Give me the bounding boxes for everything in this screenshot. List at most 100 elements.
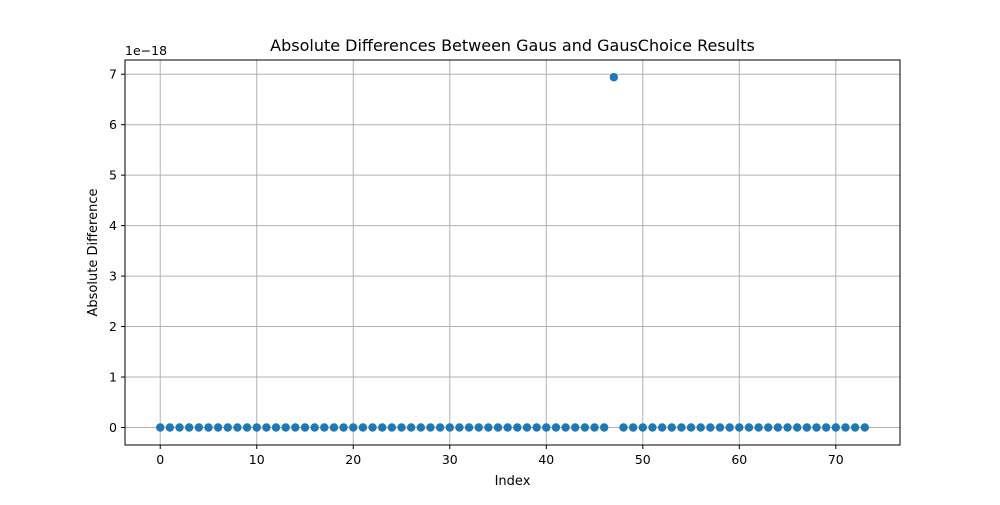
data-point	[416, 423, 426, 432]
axes-frame	[124, 59, 901, 446]
data-point	[204, 423, 213, 432]
data-point	[628, 423, 638, 432]
y-axis-ticks: 0 1 2 3 4 5 6 7	[109, 67, 125, 435]
y-tick-label: 3	[109, 269, 117, 284]
x-tick-label: 10	[249, 452, 265, 467]
data-point	[667, 423, 676, 432]
data-point	[850, 423, 860, 432]
chart-title: Absolute Differences Between Gaus and Ga…	[270, 36, 755, 55]
data-point	[706, 423, 715, 432]
data-point	[657, 423, 667, 432]
data-point	[175, 423, 184, 432]
x-axis-label: Index	[495, 474, 531, 489]
data-point	[213, 423, 223, 432]
data-point	[378, 423, 387, 432]
data-point	[686, 423, 696, 432]
data-point	[242, 423, 252, 432]
data-point	[252, 423, 261, 432]
data-point	[590, 423, 599, 432]
data-point	[397, 423, 406, 432]
data-point	[513, 423, 522, 432]
data-point	[358, 423, 368, 432]
data-points	[156, 73, 869, 432]
x-axis-ticks: 0 10 20 30 40 50 60 70	[156, 445, 844, 467]
data-point	[349, 423, 358, 432]
data-point	[522, 423, 532, 432]
data-point	[773, 423, 783, 432]
data-point	[696, 423, 705, 432]
y-tick-label: 0	[109, 420, 117, 435]
x-tick-label: 30	[442, 452, 458, 467]
data-point	[503, 423, 512, 432]
data-point	[329, 423, 339, 432]
data-point	[571, 423, 580, 432]
data-point	[735, 423, 744, 432]
data-point	[609, 73, 619, 82]
data-point	[831, 423, 841, 432]
data-point	[744, 423, 754, 432]
x-tick-label: 40	[538, 452, 554, 467]
data-point	[233, 423, 242, 432]
data-point	[310, 423, 319, 432]
data-point	[532, 423, 541, 432]
data-point	[445, 423, 454, 432]
y-axis-label: Absolute Difference	[86, 189, 101, 317]
y-tick-label: 1	[109, 370, 117, 385]
data-point	[793, 423, 802, 432]
data-point	[638, 423, 647, 432]
data-point	[223, 423, 232, 432]
data-point	[271, 423, 281, 432]
data-point	[821, 423, 831, 432]
data-point	[165, 423, 175, 432]
y-tick-label: 7	[109, 67, 117, 82]
data-point	[542, 423, 551, 432]
data-point	[860, 423, 869, 432]
data-point	[754, 423, 763, 432]
data-point	[156, 423, 165, 432]
data-point	[184, 423, 194, 432]
data-point	[484, 423, 493, 432]
data-point	[725, 423, 734, 432]
data-point	[262, 423, 271, 432]
data-point	[474, 423, 483, 432]
y-tick-label: 6	[109, 117, 117, 132]
y-axis-offset-label: 1e−18	[125, 43, 167, 58]
data-point	[561, 423, 570, 432]
data-point	[320, 423, 329, 432]
data-point	[580, 423, 590, 432]
data-point	[551, 423, 561, 432]
data-point	[435, 423, 445, 432]
data-point	[599, 423, 609, 432]
data-point	[387, 423, 397, 432]
data-point	[281, 423, 290, 432]
data-point	[368, 423, 377, 432]
data-point	[406, 423, 416, 432]
data-point	[715, 423, 725, 432]
x-tick-label: 50	[635, 452, 651, 467]
data-point	[291, 423, 300, 432]
data-point	[300, 423, 310, 432]
data-point	[493, 423, 503, 432]
data-point	[619, 423, 628, 432]
data-point	[812, 423, 821, 432]
data-point	[783, 423, 792, 432]
x-tick-label: 70	[828, 452, 844, 467]
y-tick-label: 2	[109, 319, 117, 334]
data-point	[648, 423, 657, 432]
data-point	[194, 423, 204, 432]
x-tick-label: 20	[345, 452, 361, 467]
data-point	[802, 423, 812, 432]
x-tick-label: 60	[731, 452, 747, 467]
data-point	[464, 423, 474, 432]
data-point	[764, 423, 773, 432]
data-point	[841, 423, 850, 432]
data-point	[455, 423, 464, 432]
y-tick-label: 4	[109, 218, 117, 233]
data-point	[339, 423, 348, 432]
data-point	[677, 423, 686, 432]
data-point	[426, 423, 435, 432]
y-tick-label: 5	[109, 168, 117, 183]
x-tick-label: 0	[156, 452, 164, 467]
